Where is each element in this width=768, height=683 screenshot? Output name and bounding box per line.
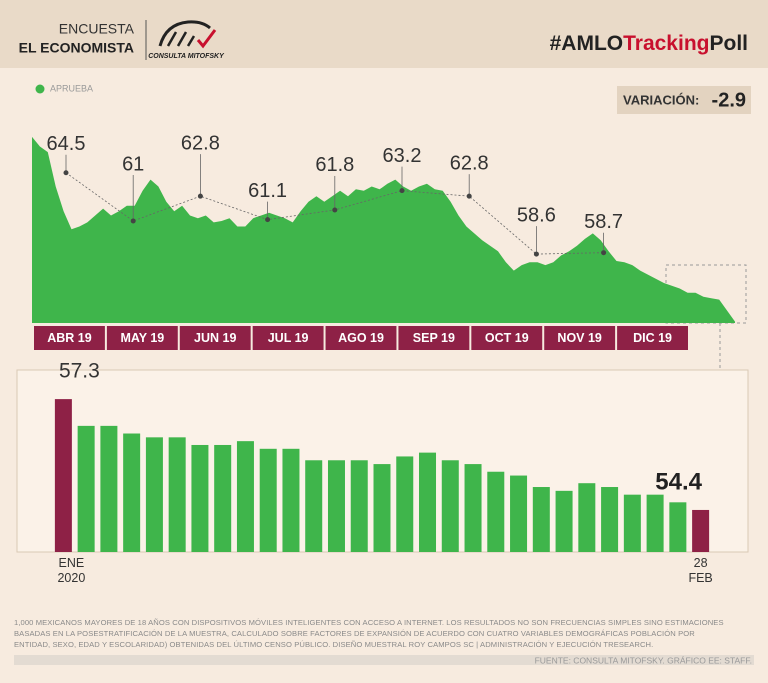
annotation-dot: [466, 193, 472, 199]
variation-label: VARIACIÓN:: [623, 92, 699, 107]
annotation-label: 64.5: [47, 133, 86, 155]
hashtag-part: Poll: [709, 32, 748, 55]
annotation-dot: [130, 218, 136, 224]
month-label: AGO 19: [338, 331, 384, 345]
bar: [532, 487, 550, 552]
annotation-dot: [601, 250, 607, 256]
bar: [646, 494, 664, 552]
source: FUENTE: CONSULTA MITOFSKY. GRÁFICO EE: S…: [535, 655, 752, 665]
legend-swatch: [35, 84, 45, 94]
x-tick-label: 28 FEB: [688, 556, 712, 585]
logo-icon: [158, 20, 217, 49]
bar: [396, 456, 414, 552]
month-label: NOV 19: [557, 331, 602, 345]
bar: [464, 464, 482, 552]
bar: [214, 444, 232, 552]
variation-box: [617, 86, 751, 114]
bar: [168, 437, 186, 552]
bar: [487, 471, 505, 552]
annotation-label: 63.2: [383, 145, 422, 167]
month-box: [617, 326, 688, 350]
bar: [601, 487, 619, 552]
bar: [623, 494, 641, 552]
bar: [350, 460, 368, 552]
annotation-label: 62.8: [450, 152, 489, 174]
bar: [259, 448, 277, 552]
legend-label: APRUEBA: [50, 83, 93, 93]
month-box: [325, 326, 397, 350]
value-label: 57.3: [59, 360, 100, 383]
bar: [54, 399, 72, 552]
header-line2: EL ECONOMISTA: [19, 40, 134, 56]
bar: [191, 444, 209, 552]
x-tick-line: 2020: [57, 571, 85, 585]
annotation-dot: [332, 207, 338, 213]
bar: [123, 433, 141, 552]
month-label: SEP 19: [413, 331, 455, 345]
bar: [373, 464, 391, 552]
month-label: ABR 19: [47, 331, 92, 345]
header-line1: ENCUESTA: [59, 21, 135, 37]
source-band: [14, 655, 754, 665]
x-tick-line: 28: [694, 556, 708, 570]
bar: [510, 475, 528, 552]
month-box: [398, 326, 470, 350]
bar: [555, 490, 573, 552]
value-label: 54.4: [655, 468, 702, 495]
bar: [578, 483, 596, 552]
bar: [77, 425, 95, 552]
annotation-label: 62.8: [181, 132, 220, 154]
month-box: [544, 326, 616, 350]
annotation-dot: [265, 217, 271, 223]
annotation-label: 58.6: [517, 204, 556, 226]
month-label: JUN 19: [194, 331, 236, 345]
hashtag-part: #AMLO: [550, 32, 624, 55]
x-tick-label: ENE 2020: [57, 556, 85, 585]
hashtag-part: Tracking: [623, 32, 709, 55]
month-box: [179, 326, 251, 350]
month-box: [34, 326, 105, 350]
bar: [419, 452, 437, 552]
bar: [669, 502, 687, 552]
variation-value: -2.9: [712, 89, 746, 111]
hashtag: #AMLOTrackingPoll: [550, 32, 748, 55]
month-box: [106, 326, 178, 350]
x-tick-line: FEB: [688, 571, 712, 585]
logo-text: CONSULTA MITOFSKY: [148, 53, 225, 60]
month-label: DIC 19: [633, 331, 672, 345]
header-band: [0, 0, 768, 68]
bar: [145, 437, 163, 552]
annotation-label: 61.8: [315, 154, 354, 176]
annotation-dot: [533, 251, 539, 257]
bar: [441, 460, 459, 552]
annotation-label: 58.7: [584, 211, 623, 233]
bar: [282, 448, 300, 552]
bar: [100, 425, 118, 552]
bar: [327, 460, 345, 552]
area: [32, 136, 735, 323]
x-tick-line: ENE: [59, 556, 85, 570]
annotation-dot: [63, 170, 69, 176]
annotation-dot: [399, 188, 405, 194]
month-label: JUL 19: [268, 331, 309, 345]
bar: [692, 509, 710, 552]
month-box: [471, 326, 543, 350]
month-box: [252, 326, 324, 350]
bar: [236, 441, 254, 552]
bar: [305, 460, 323, 552]
month-label: OCT 19: [485, 331, 529, 345]
annotation-label: 61.1: [248, 180, 287, 202]
annotation-label: 61: [122, 153, 144, 175]
footnote: 1,000 MEXICANOS MAYORES DE 18 AÑOS CON D…: [14, 618, 724, 649]
annotation-dot: [197, 193, 203, 199]
month-label: MAY 19: [120, 331, 164, 345]
